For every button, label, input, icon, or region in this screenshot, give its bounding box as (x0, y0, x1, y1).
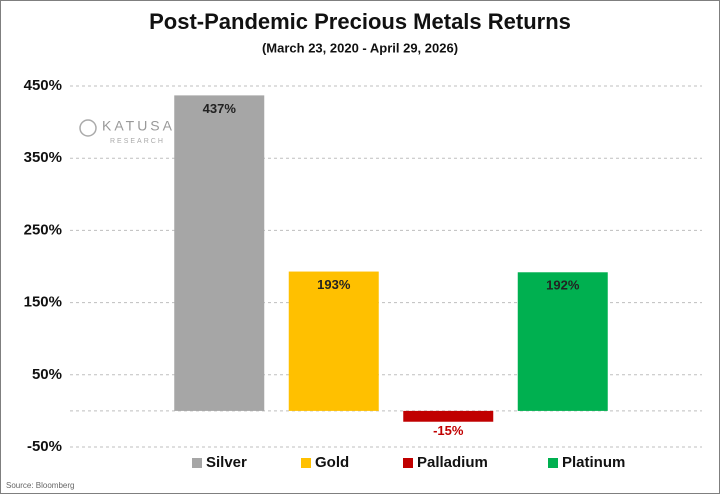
logo-icon (79, 119, 97, 137)
value-label: -15% (433, 423, 464, 438)
logo: KATUSA RESEARCH (79, 118, 175, 145)
legend-swatch (192, 458, 202, 468)
bar (288, 271, 379, 411)
bar (517, 272, 608, 411)
legend-swatch (301, 458, 311, 468)
legend-swatch (403, 458, 413, 468)
logo-text: KATUSA (102, 118, 175, 134)
y-tick-label: 50% (32, 366, 62, 383)
value-label: 193% (317, 277, 351, 292)
chart-title: Post-Pandemic Precious Metals Returns (149, 9, 571, 34)
y-tick-label: 450% (24, 77, 62, 94)
legend-label: Platinum (562, 454, 625, 471)
y-tick-label: 150% (24, 294, 62, 311)
bar (403, 410, 494, 422)
bar (174, 95, 265, 411)
y-tick-label: 350% (24, 149, 62, 166)
source-note: Source: Bloomberg (6, 481, 74, 490)
value-label: 437% (203, 101, 237, 116)
y-tick-label: 250% (24, 221, 62, 238)
legend-swatch (548, 458, 558, 468)
chart-subtitle: (March 23, 2020 - April 29, 2026) (262, 40, 458, 55)
legend-label: Gold (315, 454, 349, 471)
y-tick-label: -50% (27, 438, 62, 455)
logo-subtext: RESEARCH (110, 138, 165, 145)
legend-label: Silver (206, 454, 247, 471)
value-label: 192% (546, 278, 580, 293)
legend-label: Palladium (417, 454, 488, 471)
